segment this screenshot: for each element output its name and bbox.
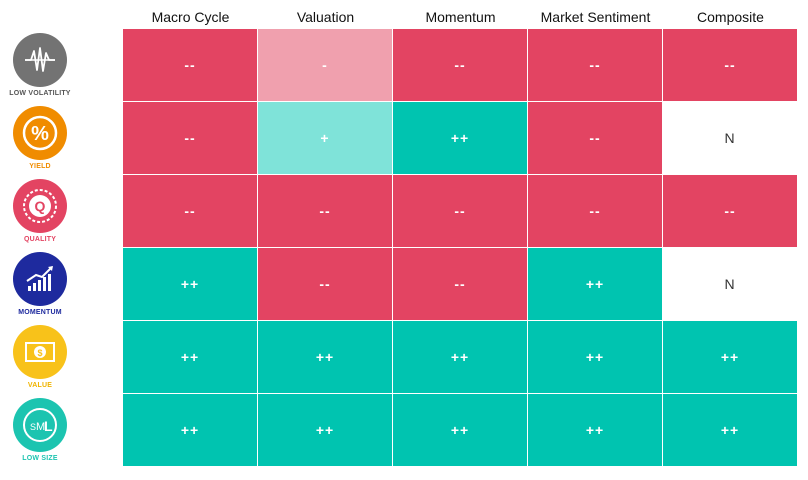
table-cell: -- (393, 175, 527, 247)
table-cell: -- (528, 29, 662, 101)
table-cell: N (663, 102, 797, 174)
quality-seal-icon: Q (13, 179, 67, 233)
table-cell: -- (123, 175, 257, 247)
factor-low-volatility: LOW VOLATILITY (0, 30, 80, 103)
table-cell: ++ (123, 394, 257, 466)
factor-value: $ VALUE (0, 322, 80, 395)
column-header-market-sentiment: Market Sentiment (540, 9, 651, 25)
table-cell: -- (123, 102, 257, 174)
factor-low-size: S M L LOW SIZE (0, 395, 80, 468)
table-cell: -- (123, 29, 257, 101)
table-cell: -- (663, 175, 797, 247)
table-cell: ++ (528, 248, 662, 320)
factor-quality: Q QUALITY (0, 176, 80, 249)
table-cell: ++ (258, 321, 392, 393)
table-cell: ++ (393, 394, 527, 466)
svg-text:M: M (36, 421, 45, 433)
table-cell: -- (528, 175, 662, 247)
svg-text:%: % (31, 123, 49, 145)
table-cell: + (258, 102, 392, 174)
factor-momentum: MOMENTUM (0, 249, 80, 322)
factor-label: YIELD (29, 163, 51, 170)
table-cell: -- (663, 29, 797, 101)
low-volatility-icon (13, 33, 67, 87)
table-cell: ++ (393, 102, 527, 174)
table-cell: ++ (663, 394, 797, 466)
svg-text:S: S (30, 422, 36, 432)
table-cell: -- (258, 248, 392, 320)
svg-text:Q: Q (35, 198, 46, 214)
table-cell: ++ (663, 321, 797, 393)
table-cell: -- (393, 29, 527, 101)
signal-table: -- - -- -- -- -- + ++ -- N -- -- -- -- -- ++ -- -- ++ N ++ ++… (123, 29, 798, 467)
column-header-momentum: Momentum (425, 9, 496, 25)
column-header-composite: Composite (697, 9, 764, 25)
table-cell: ++ (393, 321, 527, 393)
table-cell: -- (393, 248, 527, 320)
column-header-valuation: Valuation (296, 9, 355, 25)
factor-label: MOMENTUM (18, 309, 62, 316)
table-cell: ++ (258, 394, 392, 466)
banknote-icon: $ (13, 325, 67, 379)
factor-label: LOW VOLATILITY (9, 90, 71, 97)
trend-chart-icon (13, 252, 67, 306)
factor-label: LOW SIZE (22, 455, 58, 462)
svg-text:$: $ (37, 348, 42, 358)
svg-text:L: L (44, 418, 53, 434)
table-cell: ++ (528, 394, 662, 466)
column-headers: Macro Cycle Valuation Momentum Market Se… (123, 0, 798, 30)
table-cell: - (258, 29, 392, 101)
percent-icon: % (13, 106, 67, 160)
factor-legend: LOW VOLATILITY % YIELD Q QUALITY (0, 30, 80, 468)
factor-label: VALUE (27, 382, 53, 389)
table-cell: -- (528, 102, 662, 174)
table-cell: ++ (123, 321, 257, 393)
table-cell: -- (258, 175, 392, 247)
table-cell: ++ (528, 321, 662, 393)
table-cell: N (663, 248, 797, 320)
size-sml-icon: S M L (13, 398, 67, 452)
table-cell: ++ (123, 248, 257, 320)
factor-label: QUALITY (23, 236, 57, 243)
factor-yield: % YIELD (0, 103, 80, 176)
column-header-macro-cycle: Macro Cycle (151, 9, 230, 25)
